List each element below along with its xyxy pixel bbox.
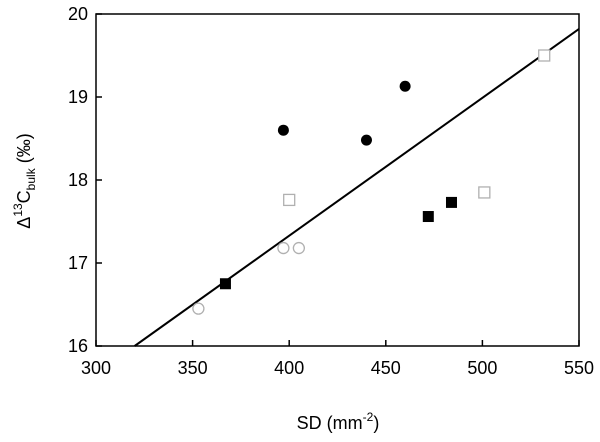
data-point-open-circle	[192, 302, 205, 315]
x-tick-label: 550	[564, 358, 594, 378]
data-point-open-square	[478, 186, 491, 199]
x-axis-title: SD (mm-2)	[297, 410, 380, 433]
x-tick-label: 450	[371, 358, 401, 378]
x-tick-label: 350	[178, 358, 208, 378]
x-tick-label: 400	[274, 358, 304, 378]
data-point-filled-square	[219, 278, 231, 290]
data-point-filled-square	[422, 211, 434, 223]
regression-line	[134, 28, 580, 347]
x-tick-label: 300	[81, 358, 111, 378]
data-point-open-circle	[292, 241, 306, 255]
fit-line-layer	[134, 28, 580, 347]
data-points-layer	[192, 49, 551, 315]
plot-frame	[95, 13, 580, 347]
y-tick-label: 17	[68, 253, 88, 273]
y-axis-ticks: 16 17 18 19 20	[68, 4, 102, 356]
data-point-filled-circle	[360, 134, 372, 146]
data-point-filled-circle	[399, 80, 411, 92]
data-point-filled-circle	[277, 124, 289, 136]
y-axis-title: Δ13Cbulk (‰)	[11, 133, 38, 228]
y-tick-label: 19	[68, 87, 88, 107]
data-point-open-circle	[277, 241, 290, 255]
data-point-open-square	[283, 193, 296, 207]
y-tick-label: 18	[68, 170, 88, 190]
data-point-filled-square	[445, 196, 457, 208]
y-tick-label: 16	[68, 336, 88, 356]
x-tick-label: 500	[467, 358, 497, 378]
x-axis-ticks: 300 350 400 450 500 550	[81, 340, 594, 378]
data-point-open-square	[538, 49, 551, 62]
y-tick-label: 20	[68, 4, 88, 24]
